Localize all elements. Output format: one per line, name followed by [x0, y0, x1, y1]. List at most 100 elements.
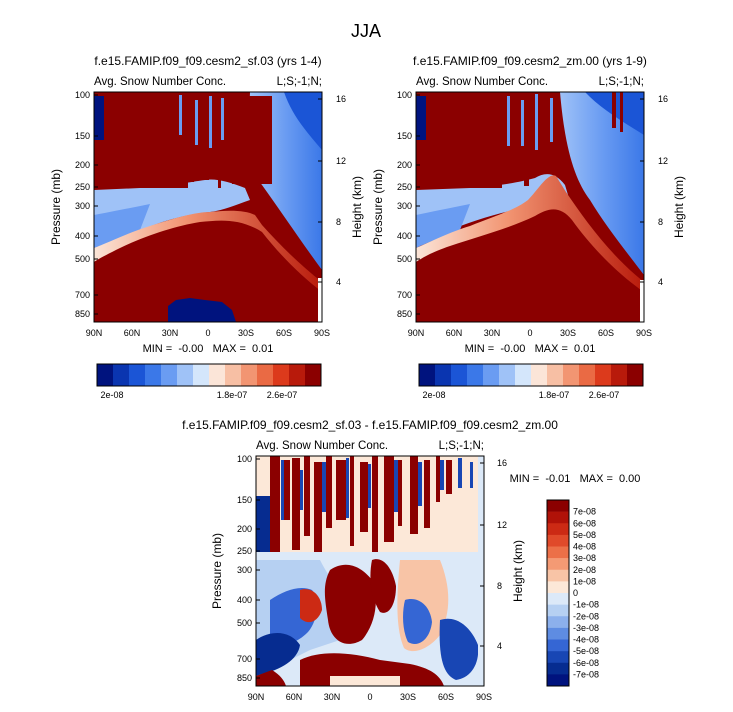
panel-3-ytick-200: 200: [237, 524, 252, 534]
panel-3-colorbar-swatch-8: [547, 593, 569, 605]
panel-1-y2tick-4: 4: [336, 277, 341, 287]
panel-2-y2tick-16: 16: [658, 94, 668, 104]
panel-2-y2tick-8: 8: [658, 217, 663, 227]
panel-1-plot-area: [94, 92, 322, 322]
panel-1-ytick-300: 300: [75, 201, 90, 211]
panel-1: f.e15.FAMIP.f09_f09.cesm2_sf.03 (yrs 1-4…: [49, 54, 364, 400]
panel-3-ytick-250: 250: [237, 546, 252, 556]
panel-3-colorbar-swatch-4: [547, 546, 569, 559]
panel-3-ytick-150: 150: [237, 495, 252, 505]
panel-1-colorbar: [96, 363, 322, 387]
panel-1-xtick-2: 30N: [162, 328, 179, 338]
panel-3-xtick-5: 60S: [438, 692, 454, 702]
panel-1-red-block-c: [138, 138, 188, 188]
panel-2-y-tickmarks: [416, 94, 644, 315]
panel-1-ytick-200: 200: [75, 160, 90, 170]
panel-3-y2tick-4: 4: [497, 641, 502, 651]
panel-3-bottom-left-red: [256, 670, 286, 686]
panel-3-cb-label-4: 3e-08: [573, 553, 596, 563]
panel-3-ytick-300: 300: [237, 565, 252, 575]
panel-3-ytick-850: 850: [237, 673, 252, 683]
panel-1-colorbar-swatch-3: [145, 364, 162, 386]
panel-1-ytick-400: 400: [75, 231, 90, 241]
panel-1-colorbar-swatch-11: [273, 364, 290, 386]
panel-2-red-block-a: [424, 94, 500, 138]
panel-3-cb-label-12: -5e-08: [573, 646, 599, 656]
panel-2-colorbar-swatch-11: [595, 364, 612, 386]
panel-2-colorbar-swatch-4: [483, 364, 500, 386]
panel-2-left-blue-2: [416, 204, 470, 248]
panel-1-right-label: L;S;-1;N;: [277, 76, 322, 88]
panel-1-colorbar-swatch-12: [289, 364, 306, 386]
panel-3-left-label: Avg. Snow Number Conc.: [256, 440, 388, 452]
panel-2-frame: [415, 91, 645, 323]
panel-2-upper-blue-right: [560, 92, 644, 275]
panel-3-colorbar: [546, 499, 570, 687]
panel-1-colorbar-swatch-13: [305, 364, 322, 386]
panel-2-red-block-b: [424, 138, 460, 188]
panel-3-colorbar-swatch-11: [547, 627, 569, 640]
panel-1-y-tickmarks: [94, 94, 322, 315]
panel-1-red-block-d: [232, 96, 272, 184]
panel-1-xtick-4: 30S: [238, 328, 254, 338]
panel-3-colorbar-swatch-9: [547, 604, 569, 617]
panel-2-right-label: L;S;-1;N;: [599, 76, 644, 88]
panel-2-xtick-4: 30S: [560, 328, 576, 338]
panel-2-xtick-5: 60S: [598, 328, 614, 338]
panel-2-cb-label-0: 2e-08: [422, 390, 445, 400]
panel-3-x-ticks: 90N 60N 30N 0 30S 60S 90S: [248, 692, 492, 702]
panel-1-streaks: [176, 92, 226, 188]
panel-1-x-ticks: 90N 60N 30N 0 30S 60S 90S: [86, 328, 330, 338]
panel-1-ytick-100: 100: [75, 90, 90, 100]
panel-2-colorbar-swatch-6: [515, 364, 532, 386]
panel-2-title: f.e15.FAMIP.f09_f09.cesm2_zm.00 (yrs 1-9…: [413, 54, 647, 68]
panel-1-colorbar-swatch-8: [225, 364, 242, 386]
panel-3-y2label: Height (km): [511, 540, 525, 602]
panel-3-colorbar-swatch-2: [547, 523, 569, 536]
panel-1-xtick-6: 90S: [314, 328, 330, 338]
panel-2-colorbar-swatch-12: [611, 364, 628, 386]
panel-3-stats: MIN = -0.01 MAX = 0.00: [510, 473, 641, 485]
panel-3-colorbar-swatch-0: [547, 500, 569, 512]
panel-2-xtick-1: 60N: [446, 328, 463, 338]
panel-3-xtick-2: 30N: [324, 692, 341, 702]
panel-3-y2tick-16: 16: [497, 458, 507, 468]
panel-2-xtick-3: 0: [527, 328, 532, 338]
panel-1-frame: [93, 91, 323, 323]
panel-1-colorbar-swatch-0: [97, 364, 114, 386]
panel-1-colorbar-swatch-9: [241, 364, 258, 386]
panel-3-cb-label-7: 0: [573, 588, 578, 598]
panel-2-colorbar-swatch-13: [627, 364, 644, 386]
panel-3-y-ticks: 100 150 200 250 300 400 500 700 850: [237, 454, 252, 683]
panel-2-y-ticks: 100 150 200 250 300 400 500 700 850: [397, 90, 412, 319]
panel-1-right-gap: [318, 278, 322, 322]
panel-2-stats: MIN = -0.00 MAX = 0.01: [465, 343, 596, 355]
panel-3-ytick-500: 500: [237, 618, 252, 628]
panel-2-colorbar-swatch-9: [563, 364, 580, 386]
panel-2-y2tick-12: 12: [658, 156, 668, 166]
panel-1-y2label: Height (km): [350, 176, 364, 238]
panel-1-colorbar-frame: [96, 363, 322, 387]
panel-2-left-label: Avg. Snow Number Conc.: [416, 76, 548, 88]
panel-3-xtick-3: 0: [367, 692, 372, 702]
panel-1-red-block-a: [94, 94, 172, 138]
panel-1-cb-label-2: 2.6e-07: [267, 390, 298, 400]
panel-3-colorbar-swatch-3: [547, 534, 569, 547]
panel-3-left-navy: [256, 496, 274, 552]
panel-1-y-ticks: 100 150 200 250 300 400 500 700 850: [75, 90, 90, 319]
panel-2-xtick-2: 30N: [484, 328, 501, 338]
panel-2-y2label: Height (km): [672, 176, 686, 238]
panel-1-colorbar-labels: 2e-08 1.8e-07 2.6e-07: [100, 390, 297, 400]
panel-1-left-label: Avg. Snow Number Conc.: [94, 76, 226, 88]
panel-1-xtick-1: 60N: [124, 328, 141, 338]
panel-3-ylabel: Pressure (mb): [210, 533, 224, 609]
panel-1-cb-label-0: 2e-08: [100, 390, 123, 400]
panel-3-right-strip: [478, 456, 484, 686]
panel-2-y2-ticks: 16 12 8 4: [658, 94, 668, 287]
panel-3-colorbar-swatch-12: [547, 639, 569, 652]
panel-2-cb-label-1: 1.8e-07: [539, 390, 570, 400]
panel-1-colorbar-swatch-10: [257, 364, 274, 386]
panel-1-y2-ticks: 16 12 8 4: [336, 94, 346, 287]
panel-3-cb-label-2: 5e-08: [573, 530, 596, 540]
